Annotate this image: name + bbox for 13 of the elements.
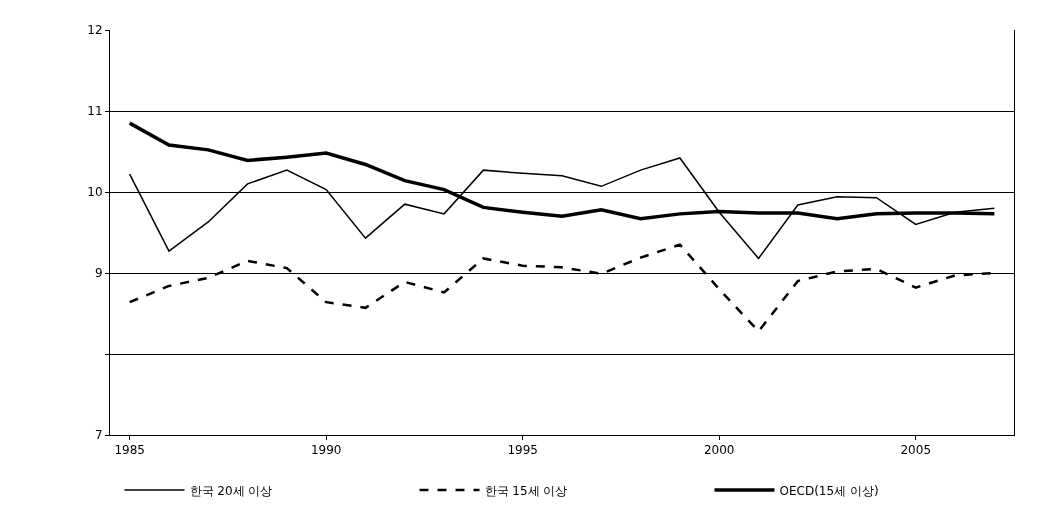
x-tick-label: 1990 — [310, 443, 342, 458]
y-tick-label: 12 — [87, 23, 103, 38]
y-tick-label: 11 — [87, 104, 103, 119]
legend-label: 한국 15세 이상 — [484, 483, 568, 498]
x-tick-label: 1995 — [507, 443, 538, 458]
y-tick-label: 9 — [94, 266, 103, 281]
y-tick-label: 7 — [94, 428, 103, 443]
y-tick-label: 10 — [87, 185, 103, 200]
x-tick-label: 2000 — [703, 443, 735, 458]
x-tick-label: 1985 — [114, 443, 145, 458]
legend-label: OECD(15세 이상) — [779, 483, 879, 498]
x-tick-label: 2005 — [900, 443, 932, 458]
legend-label: 한국 20세 이상 — [189, 483, 273, 498]
